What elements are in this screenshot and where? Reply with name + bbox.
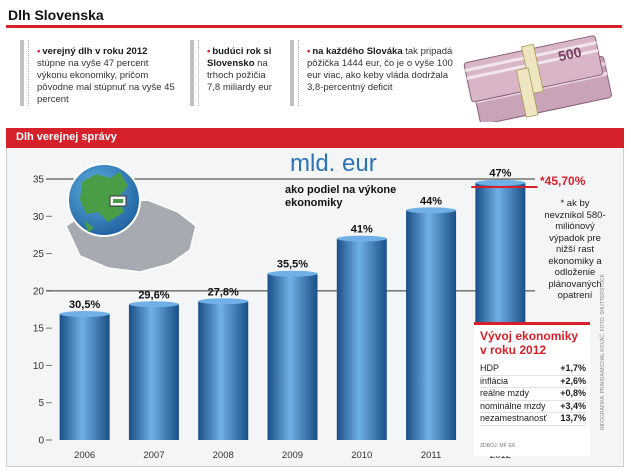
bar-cap	[475, 179, 526, 186]
x-tick-label: 2008	[213, 450, 234, 461]
footnote: * ak by nevznikol 580-miliónový výpadok …	[544, 198, 606, 301]
banknote-value: 500	[557, 44, 583, 65]
chart-subtitle: ako podiel na výkone ekonomiky	[285, 184, 397, 209]
x-tick-label: 2011	[421, 450, 441, 461]
title-bar: Dlh Slovenska	[6, 4, 622, 28]
table-row: nominálne mzdy +3,4%	[480, 400, 586, 413]
info-lead: budúci rok si Slovensko	[207, 46, 272, 69]
table-rows: HDP +1,7% inflácia +2,6% reálne mzdy +0,8% nom…	[480, 363, 586, 426]
table-source: ZDROJ: MF SR	[480, 443, 515, 449]
info-text: na trhoch požičia 7,8 miliardy eur	[207, 58, 272, 93]
target-value-label: *45,70%	[540, 174, 586, 188]
bullet-icon: •	[207, 46, 211, 57]
table-row: reálne mzdy +0,8%	[480, 388, 586, 401]
percent-label: 27,8%	[208, 286, 239, 298]
credit-text: INFOGRAFIKA: PRAVDA/MICHAL KOVÁČ, FOTO: …	[600, 274, 606, 430]
bar	[128, 304, 179, 440]
x-tick-label: 2006	[74, 450, 95, 461]
y-tick-label: 35	[33, 175, 45, 186]
info-box-per-capita: • na každého Slováka tak pripadá pôžička …	[290, 40, 460, 106]
table-row-value: +3,4%	[560, 400, 586, 411]
table-row-value: +0,8%	[560, 388, 586, 398]
table-row-label: nominálne mzdy	[480, 400, 546, 411]
bullet-icon: •	[307, 46, 311, 57]
info-accent	[20, 40, 24, 106]
bar	[267, 273, 318, 440]
bar-cap	[406, 207, 457, 214]
y-tick-label: 10	[33, 361, 45, 372]
table-row-label: inflácia	[480, 375, 509, 386]
y-axis: 0 5 10 15 20 25 30 35	[33, 175, 52, 447]
chart-header: Dlh verejnej správy	[6, 128, 624, 148]
table-row: nezamestnanosť 13,7%	[480, 413, 586, 426]
bar-cap	[128, 301, 179, 308]
percent-label: 47%	[489, 168, 511, 180]
info-text: stúpne na vyše 47 percent výkonu ekonomi…	[37, 58, 175, 105]
banknotes-image: 500	[463, 35, 612, 122]
table-row: inflácia +2,6%	[480, 375, 586, 388]
bar	[336, 238, 387, 440]
x-tick-label: 2010	[351, 450, 372, 461]
percent-labels: 30,5% 29,6% 27,8% 35,5% 41% 44% 47%	[69, 168, 512, 311]
info-accent	[190, 40, 194, 106]
percent-label: 44%	[420, 195, 442, 207]
bullet-icon: •	[37, 46, 41, 57]
y-tick-label: 30	[33, 212, 45, 223]
y-tick-label: 15	[33, 324, 45, 335]
percent-label: 29,6%	[138, 289, 169, 301]
table-row-value: +1,7%	[560, 363, 586, 373]
bar-cap	[267, 270, 318, 277]
bar-cap	[59, 310, 110, 317]
economy-table: Vývoj ekonomiky v roku 2012 HDP +1,7% infl…	[474, 322, 590, 456]
bars	[59, 179, 526, 440]
bar	[406, 210, 457, 440]
info-accent	[290, 40, 294, 106]
table-row-label: nezamestnanosť	[480, 413, 547, 423]
globe-icon	[67, 163, 141, 237]
page-title: Dlh Slovenska	[8, 7, 104, 23]
table-row-value: 13,7%	[560, 413, 586, 423]
table-title: Vývoj ekonomiky v roku 2012	[480, 329, 579, 357]
credit-vertical: INFOGRAFIKA: PRAVDA/MICHAL KOVÁČ, FOTO: …	[600, 180, 610, 430]
table-row-value: +2,6%	[560, 375, 586, 386]
info-box-borrowing: • budúci rok si Slovensko na trhoch požič…	[190, 40, 280, 106]
info-lead: na každého Slováka	[312, 46, 403, 57]
y-tick-label: 25	[33, 249, 45, 260]
table-row-label: reálne mzdy	[480, 388, 530, 398]
bar	[59, 313, 110, 440]
y-tick-label: 20	[33, 286, 45, 297]
bar	[198, 301, 249, 440]
y-tick-label: 0	[38, 436, 44, 447]
table-row-label: HDP	[480, 363, 500, 373]
bar-cap	[336, 235, 387, 242]
x-tick-label: 2009	[282, 450, 303, 461]
percent-label: 30,5%	[69, 299, 100, 311]
info-lead: verejný dlh v roku 2012	[42, 46, 148, 57]
y-tick-label: 5	[38, 398, 44, 409]
info-text: tak pripadá pôžička 1444 eur, čo je o vy…	[307, 46, 453, 93]
x-axis: 2006200720082009201020112012	[74, 450, 511, 461]
percent-label: 41%	[351, 224, 373, 236]
table-row: HDP +1,7%	[480, 363, 586, 376]
unit-label: mld. eur	[290, 150, 377, 177]
x-tick-label: 2007	[143, 450, 164, 461]
bar-cap	[198, 298, 249, 305]
info-box-debt: • verejný dlh v roku 2012 stúpne na vyše …	[20, 40, 180, 106]
percent-label: 35,5%	[277, 259, 308, 271]
chart-title: Dlh verejnej správy	[16, 131, 117, 143]
